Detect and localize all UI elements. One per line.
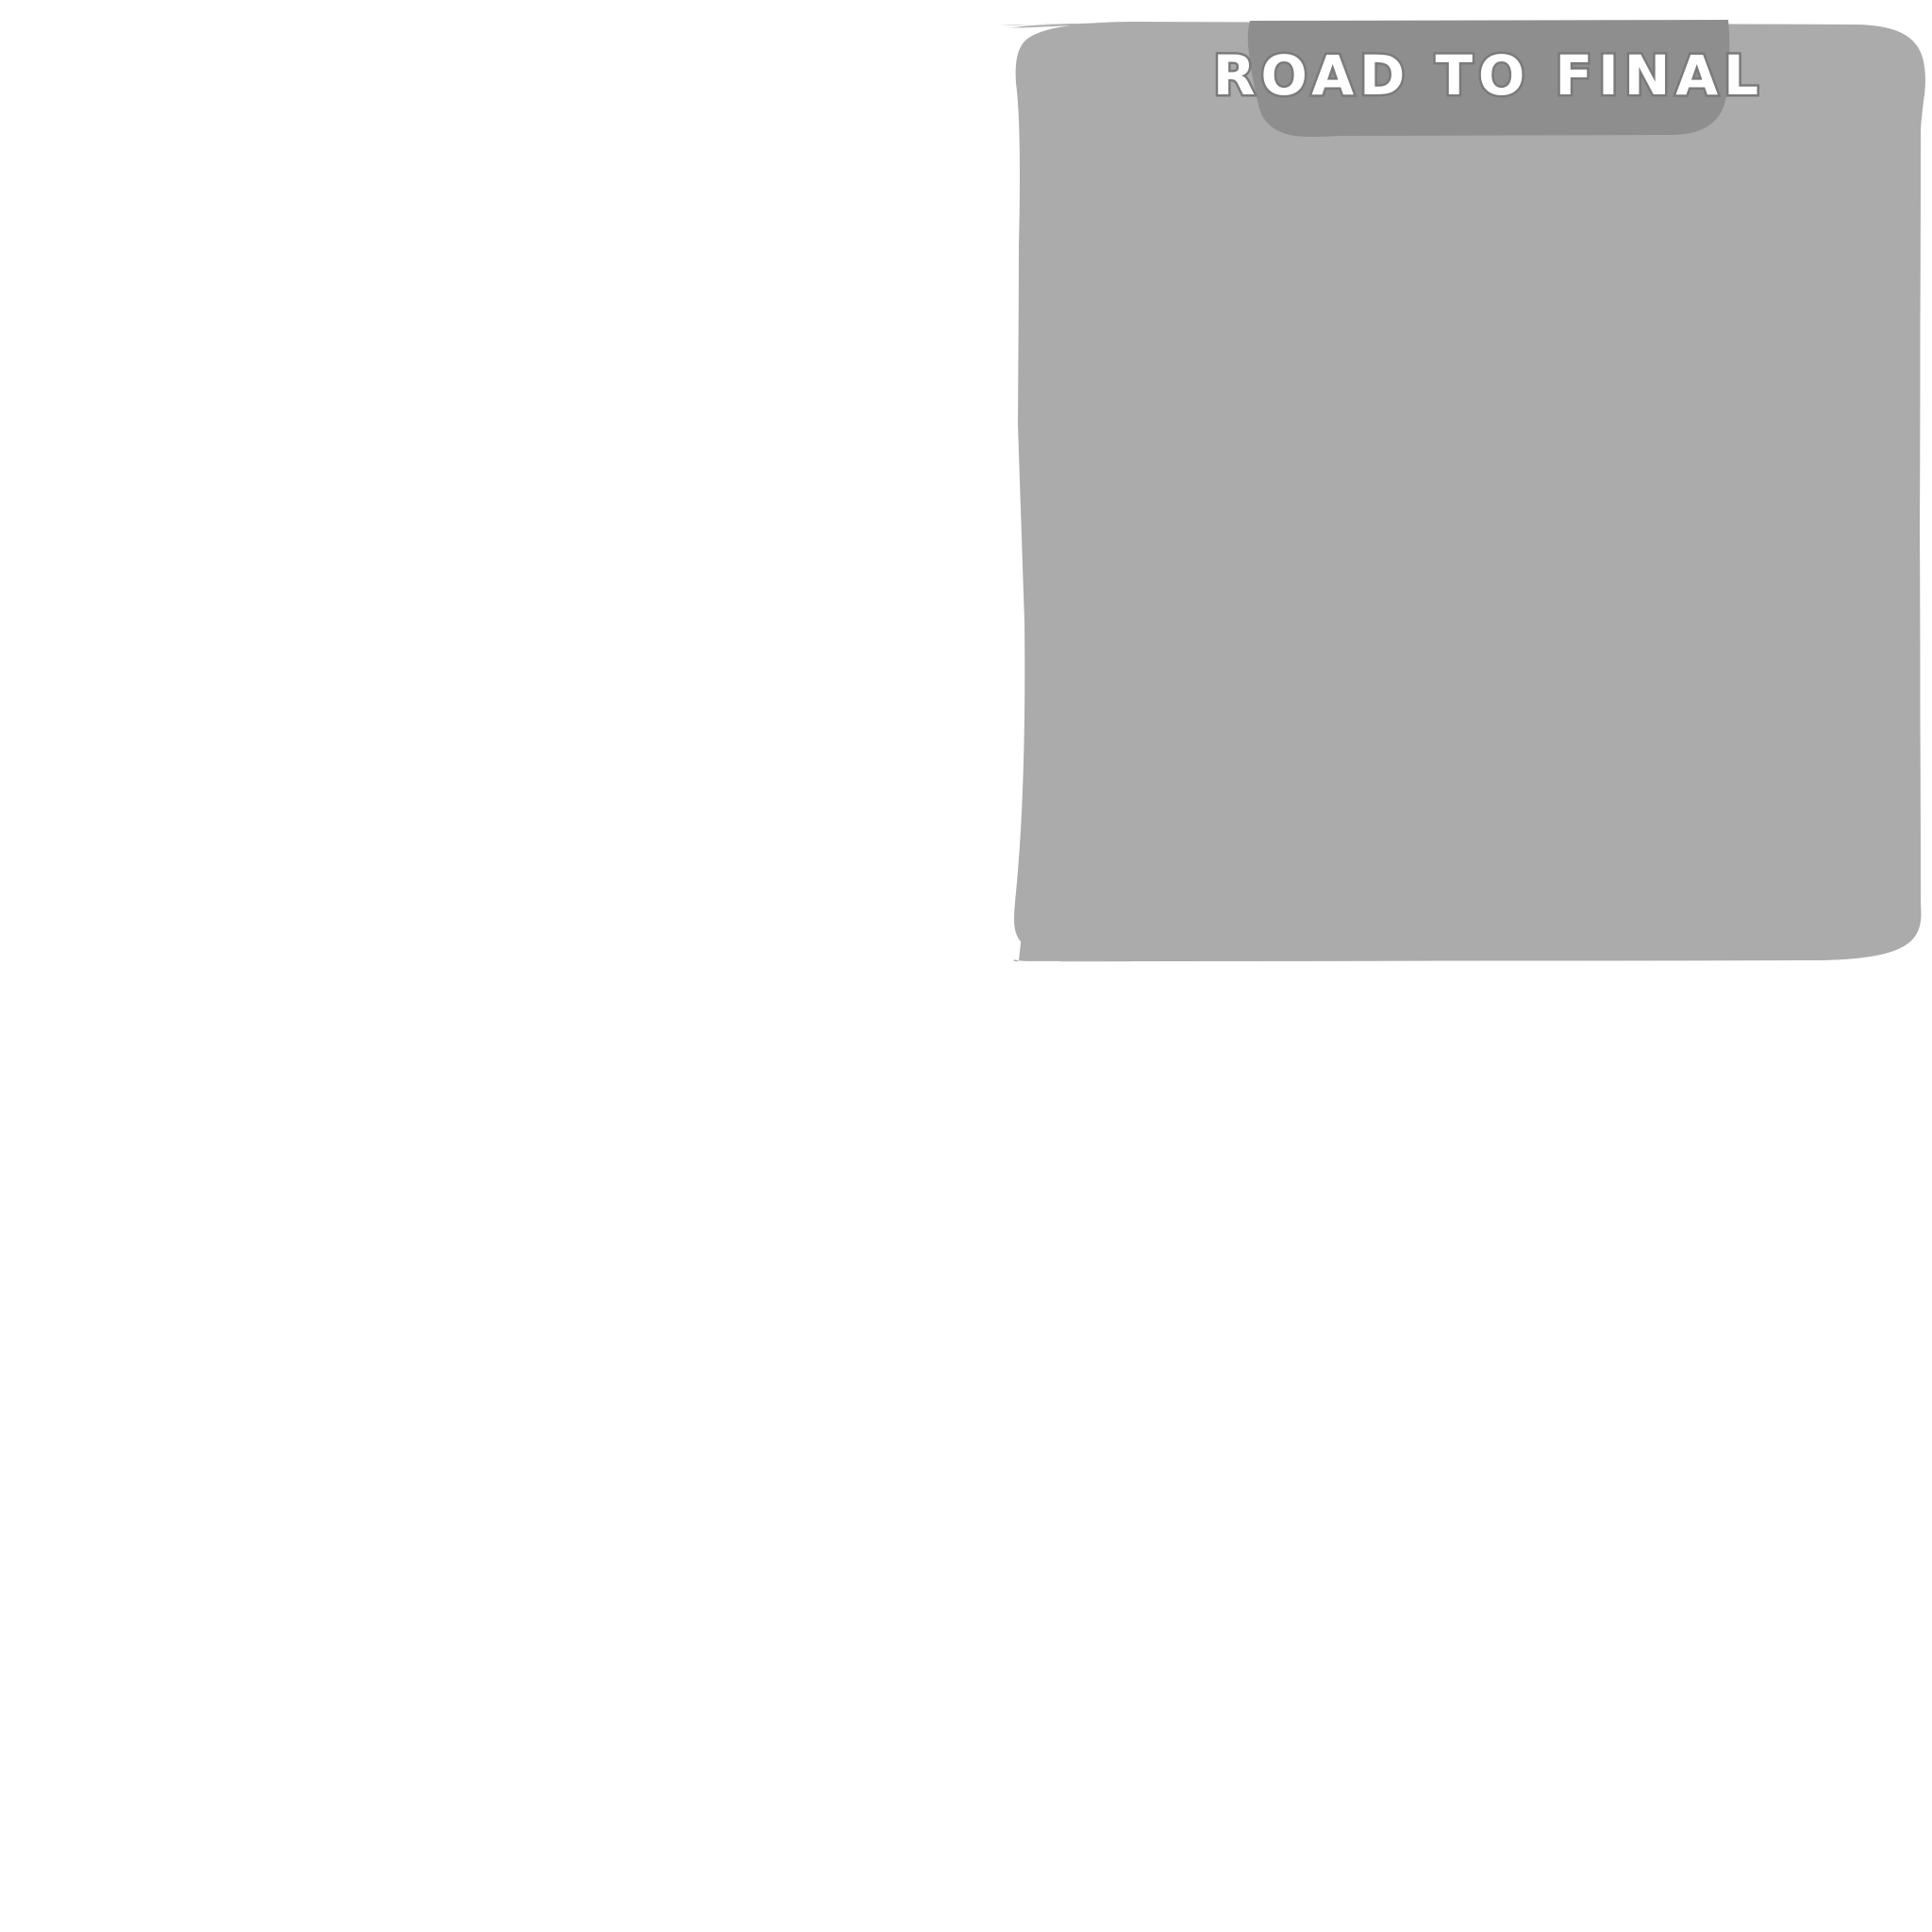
title-tab: [1247, 20, 1730, 137]
board-panel-left: [1009, 23, 1141, 28]
board-title: ROAD TO FINAL: [1213, 43, 1764, 108]
board-panel-body: [1014, 22, 1925, 962]
